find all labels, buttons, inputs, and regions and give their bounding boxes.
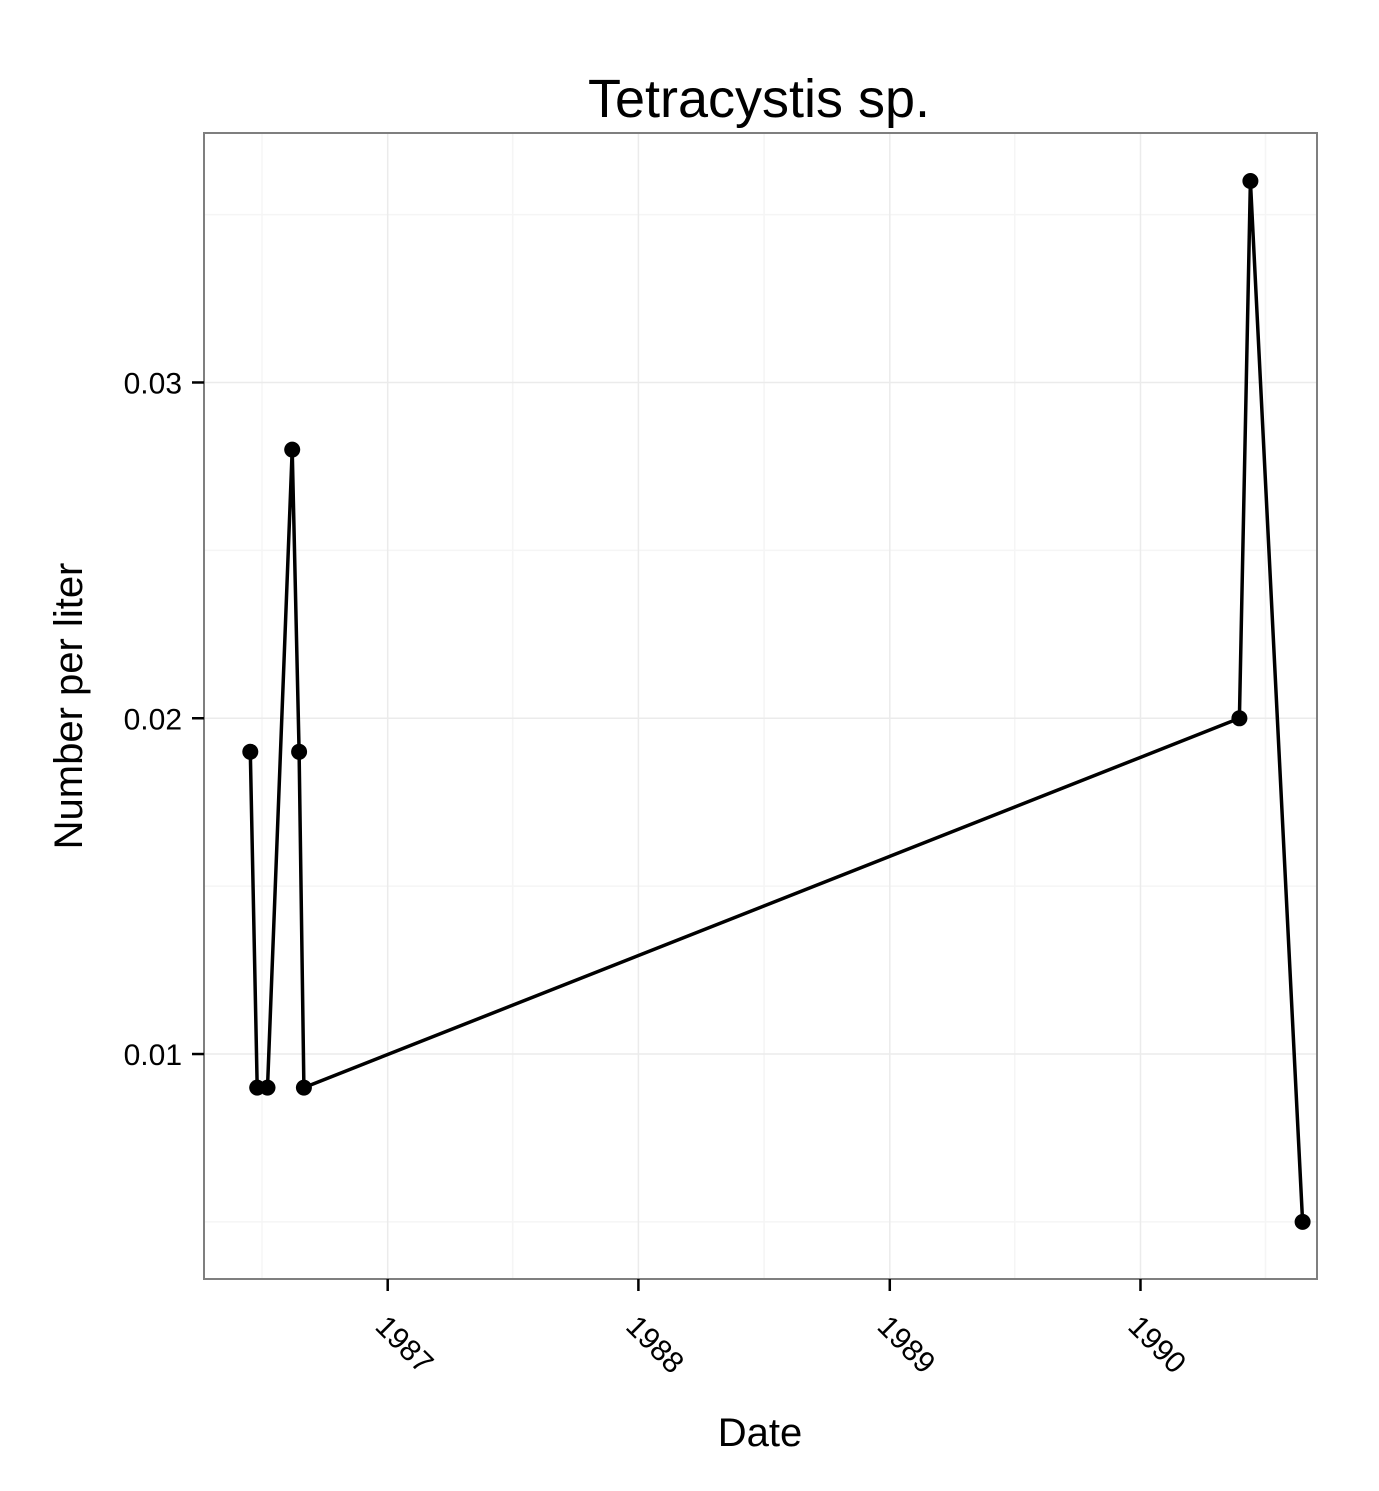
x-tick-label: 1987 xyxy=(369,1310,440,1381)
y-tick-label: 0.02 xyxy=(124,703,182,736)
data-point xyxy=(291,743,308,760)
chart-title: Tetracystis sp. xyxy=(588,69,930,129)
x-tick-label: 1988 xyxy=(619,1310,690,1381)
y-tick-label: 0.01 xyxy=(124,1039,182,1072)
grid-minor xyxy=(205,134,1317,1279)
x-axis: 1987 1988 1989 1990 xyxy=(369,1279,1192,1380)
data-point xyxy=(1294,1213,1311,1230)
grid-major xyxy=(205,134,1317,1279)
data-point xyxy=(1242,173,1259,189)
data-point xyxy=(242,743,259,760)
x-tick-label: 1990 xyxy=(1122,1310,1193,1381)
x-axis-title: Date xyxy=(718,1411,803,1455)
y-axis-title: Number per liter xyxy=(47,563,91,850)
series-layer xyxy=(242,173,1311,1230)
data-point xyxy=(284,441,301,458)
y-axis: 0.01 0.02 0.03 xyxy=(124,367,204,1072)
panel-border xyxy=(203,132,1318,1280)
data-point xyxy=(295,1079,312,1096)
data-point xyxy=(259,1079,276,1096)
x-tick-label: 1989 xyxy=(871,1310,942,1381)
data-point xyxy=(1231,710,1248,727)
series-line xyxy=(248,179,1305,1222)
y-tick-label: 0.03 xyxy=(124,367,182,400)
